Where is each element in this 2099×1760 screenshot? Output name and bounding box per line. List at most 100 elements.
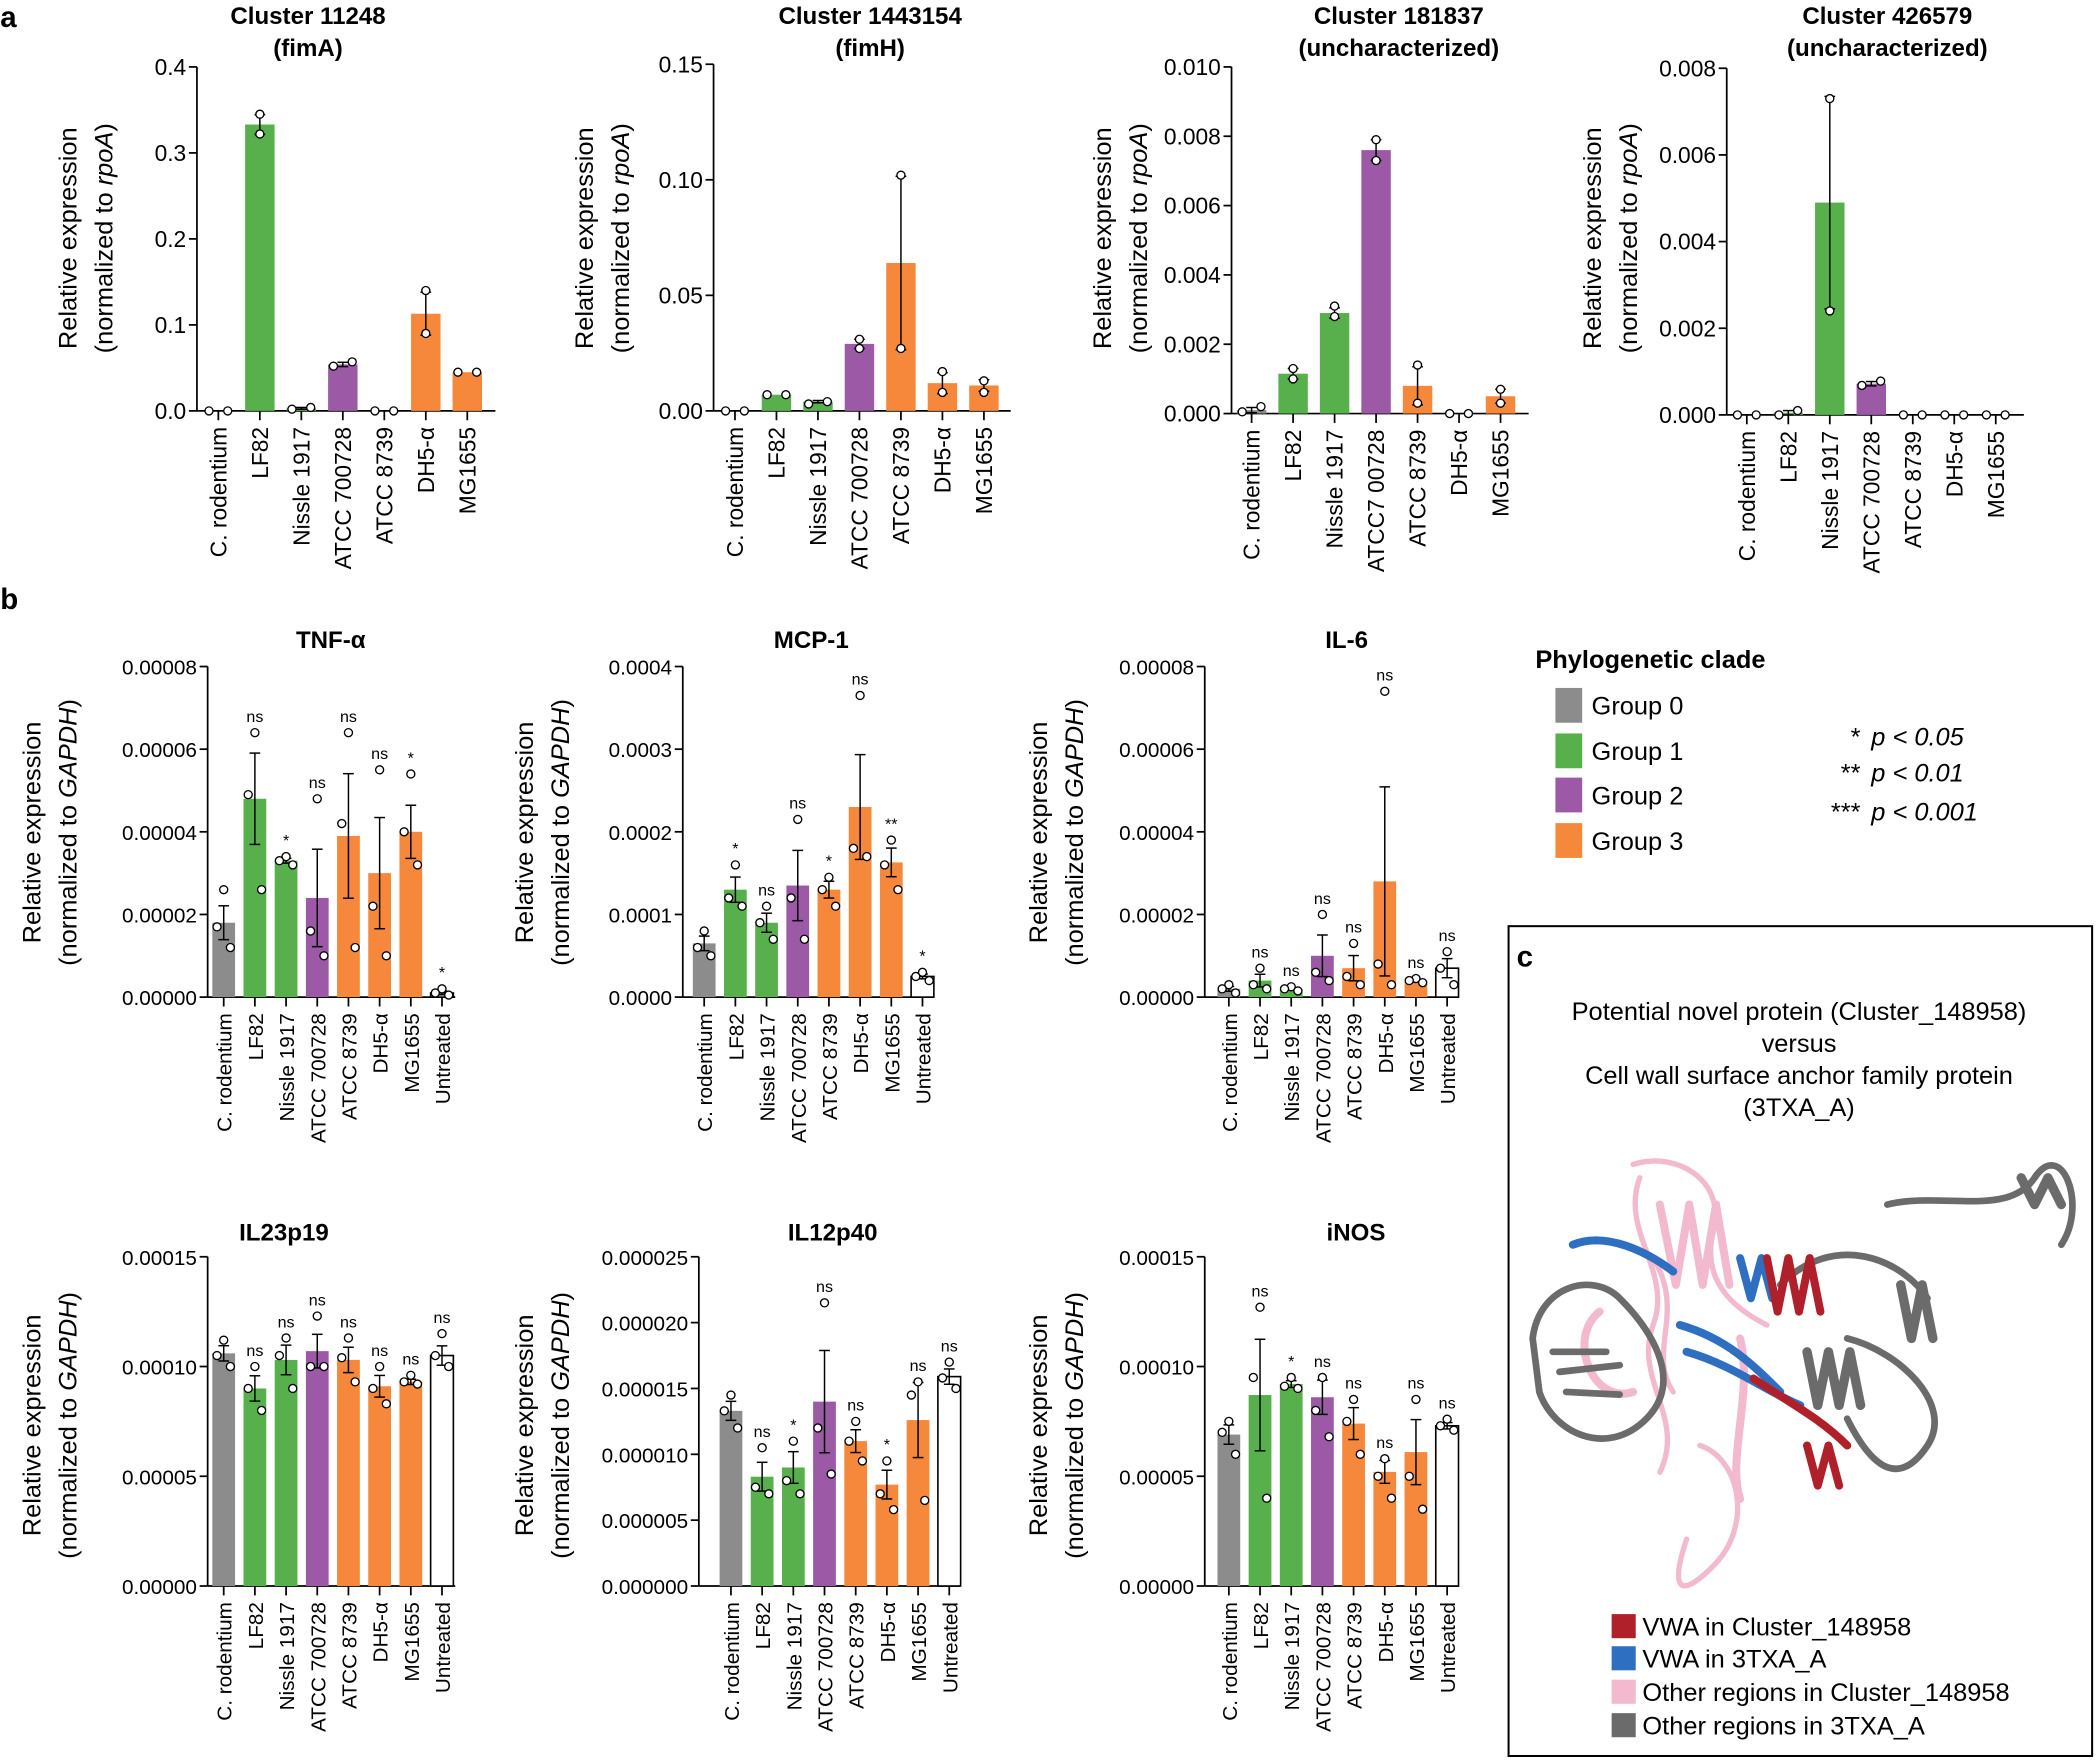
chart-b3: IL-6 Relative expression (normalized to GA… [1025, 627, 1460, 1143]
y-label-line1: Relative expression [1579, 127, 1607, 349]
significance-label: * [884, 1436, 890, 1454]
data-point [388, 406, 399, 416]
data-point [1825, 306, 1835, 316]
sig-stars-2: ** [1841, 760, 1861, 788]
data-point [819, 1298, 830, 1308]
bar [844, 1441, 868, 1587]
legend-swatch-other-3txa [1611, 1713, 1636, 1738]
x-tick-label: C. rodentium [1239, 430, 1265, 560]
legend-swatch-group0 [1555, 687, 1583, 723]
significance-label: ns [1314, 1353, 1331, 1371]
y-tick-label: 0.05 [659, 282, 703, 308]
chart-title: Cluster 1443154 [778, 3, 962, 30]
chart-title: IL23p19 [239, 1220, 329, 1247]
data-point [274, 856, 285, 866]
y-tick-label: 0.008 [1164, 123, 1221, 149]
data-point [399, 1377, 409, 1387]
x-tick-label: Nissle 1917 [288, 427, 314, 546]
y-tick-label: 0.00010 [1119, 1357, 1194, 1380]
panel-letter-a: a [0, 1, 17, 34]
legend-swatch-other-cluster [1611, 1679, 1636, 1704]
data-point [799, 934, 810, 944]
significance-label: ns [402, 1351, 419, 1369]
y-label-suffix: ) [54, 1292, 82, 1300]
x-tick-label: Untreated [432, 1013, 455, 1104]
y-tick-label: 0.00000 [122, 987, 197, 1010]
chart-title: Cluster 181837 [1314, 3, 1484, 30]
x-tick-label: MG1655 [1488, 430, 1514, 517]
data-point [706, 951, 716, 961]
y-label-prefix: (normalized to [1615, 185, 1643, 353]
data-point [755, 918, 765, 928]
data-point [893, 884, 903, 895]
x-tick-label: Untreated [913, 1013, 936, 1104]
data-point [788, 1436, 799, 1446]
data-point [979, 376, 989, 386]
data-point [350, 942, 360, 953]
data-point [730, 860, 741, 870]
significance-label: ns [847, 1397, 864, 1415]
y-axis-label: Relative expression (normalized to GAPDH) [1025, 1292, 1089, 1559]
y-label-gene: GAPDH [54, 707, 82, 798]
data-point [1230, 1449, 1241, 1459]
y-label-gene: GAPDH [547, 707, 575, 798]
data-point [951, 1383, 961, 1394]
x-tick-label: C. rodentium [1219, 1013, 1242, 1132]
data-point [1288, 374, 1298, 384]
significance-label: ns [910, 1357, 927, 1375]
bar [1373, 1471, 1397, 1587]
data-point [786, 893, 796, 903]
data-point [724, 893, 734, 903]
data-point [732, 1423, 743, 1433]
data-point [1311, 967, 1321, 978]
x-tick-label: LF82 [763, 427, 789, 479]
data-point [1373, 1471, 1383, 1481]
x-tick-label: LF82 [247, 427, 273, 479]
x-tick-label: Nissle 1917 [1281, 1013, 1304, 1121]
bar [368, 1386, 392, 1587]
data-point [430, 1350, 440, 1361]
y-tick-label: 0.2 [155, 226, 187, 252]
data-point [1875, 376, 1886, 386]
significance-label: ns [340, 1313, 357, 1331]
data-point [764, 1489, 774, 1499]
x-tick-label: MG1655 [881, 1013, 904, 1093]
data-point [347, 357, 357, 367]
x-tick-label: LF82 [245, 1013, 268, 1060]
data-point [830, 901, 841, 911]
y-label-prefix: (normalized to [607, 185, 635, 353]
data-point [719, 1406, 729, 1416]
y-label-prefix: (normalized to [54, 798, 82, 966]
data-point [1386, 1493, 1397, 1503]
significance-label: ns [789, 795, 806, 813]
y-label-line1: Relative expression [18, 1315, 46, 1537]
y-label-gene: GAPDH [1061, 707, 1089, 798]
bar [212, 922, 236, 998]
bar [719, 1410, 743, 1587]
data-point [1449, 980, 1459, 990]
bar [328, 364, 358, 411]
y-label-suffix: ) [547, 699, 575, 707]
y-label-suffix: ) [1125, 123, 1153, 131]
data-point [1732, 410, 1743, 420]
data-point [412, 860, 423, 870]
y-label-prefix: (normalized to [547, 798, 575, 966]
data-point [848, 843, 859, 854]
x-tick-label: MG1655 [971, 427, 997, 514]
y-tick-label: 0.002 [1659, 315, 1716, 341]
bar [1279, 988, 1303, 998]
data-point [1288, 363, 1298, 374]
data-point [1230, 988, 1241, 998]
data-point [453, 367, 463, 377]
x-tick-label: Nissle 1917 [1817, 431, 1843, 550]
bar [1319, 313, 1350, 414]
legend-label-group1: Group 1 [1592, 738, 1684, 766]
data-point [1981, 410, 1992, 420]
data-point [1279, 1381, 1290, 1391]
x-tick-label: DH5-α [877, 1602, 900, 1662]
y-label-prefix: (normalized to [91, 185, 119, 353]
x-tick-label: C. rodentium [1734, 431, 1760, 561]
chart-title: (uncharacterized) [1787, 35, 1988, 62]
y-label-prefix: (normalized to [54, 1391, 82, 1559]
